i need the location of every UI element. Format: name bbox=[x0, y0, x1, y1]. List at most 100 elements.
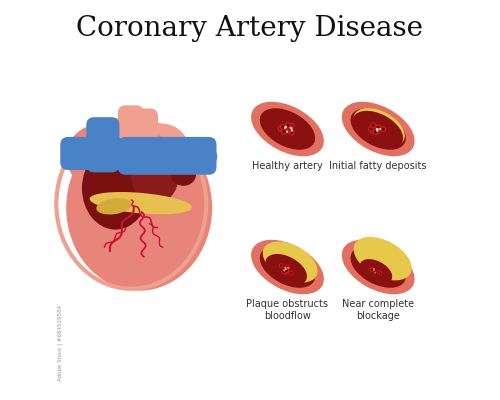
Text: Adobe Stock | #684529584: Adobe Stock | #684529584 bbox=[58, 306, 63, 382]
Circle shape bbox=[280, 264, 282, 267]
Text: Coronary Artery Disease: Coronary Artery Disease bbox=[76, 15, 424, 42]
Ellipse shape bbox=[350, 108, 406, 150]
Circle shape bbox=[382, 128, 385, 131]
Circle shape bbox=[282, 270, 286, 273]
Ellipse shape bbox=[66, 124, 133, 189]
Ellipse shape bbox=[132, 149, 178, 204]
Circle shape bbox=[284, 268, 289, 273]
Circle shape bbox=[370, 129, 374, 132]
Circle shape bbox=[380, 272, 382, 275]
Circle shape bbox=[290, 130, 294, 134]
Circle shape bbox=[290, 128, 292, 130]
Circle shape bbox=[286, 269, 288, 272]
Ellipse shape bbox=[203, 148, 218, 165]
Ellipse shape bbox=[360, 259, 392, 284]
Circle shape bbox=[286, 264, 290, 269]
Circle shape bbox=[370, 267, 374, 271]
FancyBboxPatch shape bbox=[118, 105, 144, 154]
Circle shape bbox=[288, 123, 294, 129]
Circle shape bbox=[284, 271, 287, 274]
Circle shape bbox=[280, 124, 286, 130]
Circle shape bbox=[290, 124, 293, 128]
FancyBboxPatch shape bbox=[60, 137, 124, 170]
Circle shape bbox=[284, 270, 285, 271]
Circle shape bbox=[372, 124, 375, 127]
Circle shape bbox=[288, 270, 294, 276]
Ellipse shape bbox=[133, 124, 190, 179]
Circle shape bbox=[287, 266, 290, 268]
FancyBboxPatch shape bbox=[118, 137, 216, 175]
Ellipse shape bbox=[251, 102, 324, 156]
Ellipse shape bbox=[66, 125, 212, 291]
Circle shape bbox=[372, 129, 378, 135]
Text: Near complete
blockage: Near complete blockage bbox=[342, 299, 414, 321]
FancyBboxPatch shape bbox=[134, 108, 158, 154]
Circle shape bbox=[380, 128, 381, 130]
Text: Initial fatty deposits: Initial fatty deposits bbox=[330, 161, 427, 171]
Ellipse shape bbox=[96, 198, 132, 214]
Circle shape bbox=[372, 127, 375, 130]
Circle shape bbox=[285, 126, 292, 133]
Circle shape bbox=[290, 127, 292, 129]
Circle shape bbox=[286, 124, 290, 127]
Circle shape bbox=[377, 128, 378, 130]
Circle shape bbox=[375, 124, 381, 130]
Ellipse shape bbox=[354, 108, 405, 146]
Circle shape bbox=[284, 127, 286, 129]
Circle shape bbox=[371, 126, 377, 132]
Circle shape bbox=[284, 266, 288, 271]
Circle shape bbox=[281, 128, 287, 135]
Circle shape bbox=[378, 271, 380, 273]
Circle shape bbox=[376, 128, 378, 130]
Circle shape bbox=[369, 128, 375, 134]
Circle shape bbox=[284, 122, 291, 129]
Circle shape bbox=[285, 127, 292, 134]
Circle shape bbox=[376, 130, 378, 132]
Ellipse shape bbox=[356, 254, 391, 275]
Ellipse shape bbox=[350, 246, 406, 288]
Circle shape bbox=[370, 125, 376, 131]
Ellipse shape bbox=[342, 102, 414, 156]
Circle shape bbox=[288, 127, 292, 130]
Ellipse shape bbox=[82, 147, 149, 230]
Ellipse shape bbox=[263, 242, 318, 282]
Circle shape bbox=[286, 125, 293, 131]
Circle shape bbox=[291, 130, 293, 132]
Ellipse shape bbox=[265, 116, 300, 137]
Circle shape bbox=[285, 268, 288, 270]
Circle shape bbox=[370, 127, 373, 130]
Ellipse shape bbox=[260, 246, 315, 288]
Circle shape bbox=[278, 263, 283, 268]
Circle shape bbox=[279, 126, 282, 130]
Ellipse shape bbox=[356, 116, 391, 137]
Circle shape bbox=[286, 129, 290, 132]
Circle shape bbox=[281, 125, 285, 129]
Circle shape bbox=[370, 268, 374, 272]
Circle shape bbox=[370, 269, 372, 271]
Circle shape bbox=[278, 125, 284, 132]
Circle shape bbox=[284, 267, 286, 269]
Circle shape bbox=[286, 128, 290, 132]
Circle shape bbox=[283, 270, 288, 275]
Circle shape bbox=[285, 126, 287, 128]
Ellipse shape bbox=[354, 237, 412, 280]
Ellipse shape bbox=[251, 240, 324, 294]
Text: Plaque obstructs
bloodflow: Plaque obstructs bloodflow bbox=[246, 299, 328, 321]
Circle shape bbox=[376, 270, 380, 274]
Circle shape bbox=[285, 268, 286, 270]
Circle shape bbox=[380, 126, 386, 132]
Circle shape bbox=[371, 268, 374, 270]
Circle shape bbox=[370, 122, 376, 128]
Circle shape bbox=[286, 130, 288, 132]
Ellipse shape bbox=[260, 108, 315, 150]
FancyBboxPatch shape bbox=[86, 117, 120, 172]
Ellipse shape bbox=[266, 254, 307, 285]
Ellipse shape bbox=[352, 111, 403, 149]
Circle shape bbox=[288, 129, 295, 136]
Ellipse shape bbox=[342, 240, 414, 294]
Ellipse shape bbox=[170, 164, 196, 186]
Circle shape bbox=[379, 272, 382, 274]
Circle shape bbox=[378, 272, 382, 276]
Circle shape bbox=[376, 130, 380, 133]
Circle shape bbox=[288, 267, 289, 268]
